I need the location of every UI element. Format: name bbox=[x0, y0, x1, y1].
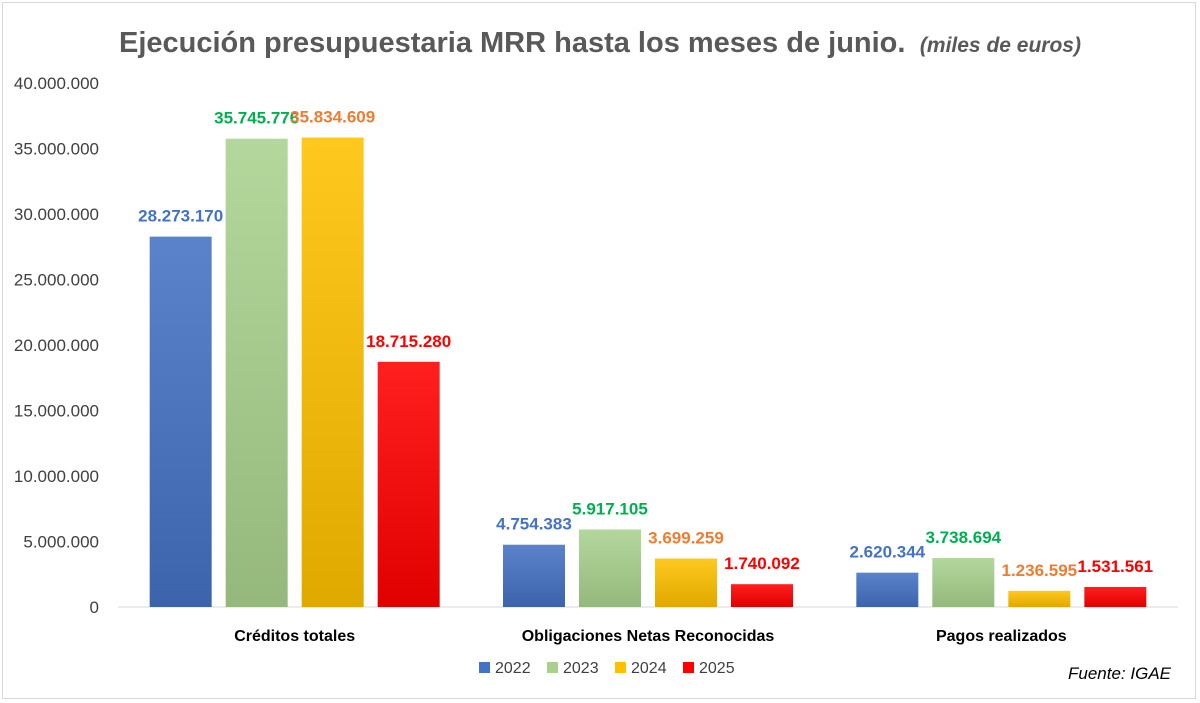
data-label-2025: 1.531.561 bbox=[1078, 557, 1154, 576]
axis-layer: 0 5.000.000 10.000.000 15.000.000 20.000.000… bbox=[14, 74, 1178, 645]
bar-2022 bbox=[503, 544, 565, 607]
legend-label-2024: 2024 bbox=[631, 660, 667, 677]
legend-swatch-2025 bbox=[683, 662, 694, 673]
y-tick-label: 15.000.000 bbox=[14, 402, 99, 421]
bar-2025 bbox=[731, 584, 793, 607]
bar-2022 bbox=[856, 572, 919, 607]
y-tick-label: 40.000.000 bbox=[14, 74, 99, 93]
bar-chart: Ejecución presupuestaria MRR hasta los m… bbox=[14, 27, 1178, 677]
legend-label-2022: 2022 bbox=[495, 660, 531, 677]
data-label-2024: 1.236.595 bbox=[1002, 561, 1078, 580]
data-label-2022: 2.620.344 bbox=[850, 543, 926, 562]
y-tick-label: 20.000.000 bbox=[14, 336, 99, 355]
y-tick-label: 10.000.000 bbox=[14, 467, 99, 486]
bar-2025 bbox=[377, 361, 440, 607]
x-category-label: Pagos realizados bbox=[936, 628, 1067, 645]
x-category-label: Créditos totales bbox=[234, 628, 355, 645]
legend-swatch-2024 bbox=[615, 662, 626, 673]
bar-2023 bbox=[932, 558, 995, 607]
y-tick-label: 0 bbox=[90, 598, 99, 617]
bar-2024 bbox=[655, 558, 717, 607]
bar-2022 bbox=[149, 236, 212, 608]
legend-swatch-2022 bbox=[479, 662, 490, 673]
y-tick-label: 5.000.000 bbox=[23, 533, 99, 552]
data-label-2023: 35.745.776 bbox=[214, 109, 299, 128]
source-note: Fuente: IGAE bbox=[1068, 664, 1171, 683]
legend: 2022 2023 2024 2025 bbox=[479, 660, 735, 677]
data-label-2024: 35.834.609 bbox=[290, 108, 375, 127]
x-category-label: Obligaciones Netas Reconocidas bbox=[522, 628, 775, 645]
chart-title: Ejecución presupuestaria MRR hasta los m… bbox=[119, 27, 1081, 59]
data-label-2025: 18.715.280 bbox=[366, 332, 451, 351]
y-tick-label: 25.000.000 bbox=[14, 271, 99, 290]
bars-layer bbox=[149, 137, 1147, 608]
data-label-2023: 5.917.105 bbox=[572, 499, 648, 518]
data-label-2022: 28.273.170 bbox=[138, 207, 223, 226]
data-label-2023: 3.738.694 bbox=[926, 528, 1002, 547]
chart-title-main: Ejecución presupuestaria MRR hasta los m… bbox=[119, 27, 905, 59]
bar-2024 bbox=[301, 137, 364, 607]
legend-label-2025: 2025 bbox=[699, 660, 735, 677]
legend-label-2023: 2023 bbox=[563, 660, 599, 677]
legend-swatch-2023 bbox=[547, 662, 558, 673]
bar-2023 bbox=[579, 529, 641, 607]
y-tick-label: 30.000.000 bbox=[14, 205, 99, 224]
bar-2023 bbox=[225, 138, 288, 607]
data-label-2024: 3.699.259 bbox=[648, 529, 724, 548]
data-label-2025: 1.740.092 bbox=[724, 554, 800, 573]
data-label-2022: 4.754.383 bbox=[496, 515, 572, 534]
y-tick-label: 35.000.000 bbox=[14, 140, 99, 159]
bar-2025 bbox=[1084, 586, 1147, 607]
chart-title-subtitle: (miles de euros) bbox=[920, 34, 1081, 57]
bar-2024 bbox=[1008, 590, 1071, 607]
